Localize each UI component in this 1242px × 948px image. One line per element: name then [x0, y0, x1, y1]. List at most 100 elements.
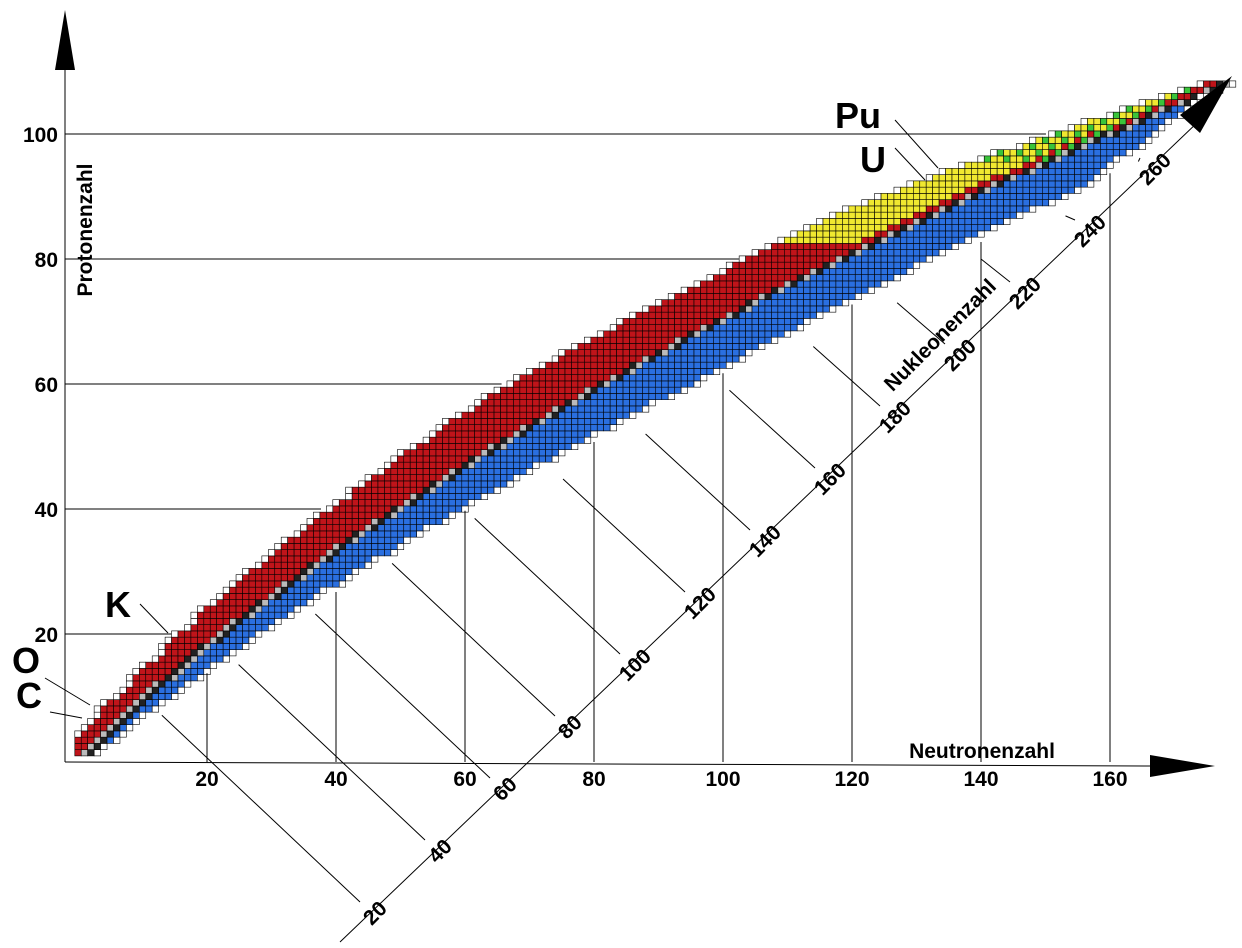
nuclide-cell [119, 718, 127, 725]
nuclide-cell [680, 311, 688, 319]
nuclide-cell [145, 705, 153, 713]
nuclide-cell [461, 474, 469, 482]
nuclide-cell [1016, 180, 1024, 188]
nuclide-cell [551, 455, 559, 463]
nuclide-cell [1054, 136, 1062, 144]
nuclide-cell [1022, 155, 1030, 163]
nuclide-cell [1042, 199, 1050, 207]
nuclide-cell [584, 405, 592, 413]
nuclide-cell [519, 380, 527, 388]
nuclide-cell [564, 424, 572, 432]
nuclide-cell [442, 499, 450, 507]
leader-line [894, 147, 926, 181]
nuclide-cell [403, 511, 411, 519]
nuclide-cell [971, 211, 979, 219]
nuclide-cell [145, 686, 153, 694]
nuclide-cell [435, 505, 443, 513]
nuclide-cell [448, 424, 456, 432]
grid-line [896, 302, 946, 345]
nuclide-cell [538, 418, 546, 425]
nuclide-cell [758, 311, 766, 319]
nuclide-cell [435, 511, 443, 519]
nuclide-cell [1067, 186, 1075, 194]
nuclide-cell [506, 405, 514, 413]
nuclide-cell [1112, 118, 1120, 125]
nuclide-cell [338, 524, 346, 532]
nuclide-cell [474, 430, 482, 438]
nuclide-cell [287, 599, 295, 607]
nuclide-cell [545, 393, 553, 400]
nuclide-cell [667, 349, 675, 357]
nuclide-cell [532, 405, 540, 413]
nuclide-cell [971, 161, 979, 169]
nuclide-cell [764, 243, 772, 250]
nuclide-cell [848, 230, 856, 238]
nuclide-cell [87, 730, 95, 738]
nuclide-cell [384, 468, 392, 475]
nuclide-cell [906, 255, 914, 263]
nuclide-cell [880, 211, 888, 219]
nuclide-cell [203, 661, 211, 669]
nuclide-cell [654, 355, 663, 363]
nuclide-cell [713, 286, 721, 294]
nuclide-cell [635, 386, 643, 394]
nuclide-cell [912, 243, 921, 250]
nuclide-cell [74, 743, 82, 750]
nuclide-cell [1093, 136, 1101, 144]
nuclide-cell [596, 336, 604, 344]
nuclide-cell [467, 411, 475, 419]
nuclide-cell [113, 693, 121, 700]
nuclide-cell [725, 361, 733, 369]
nuclide-cell [829, 274, 837, 282]
nuclide-cell [932, 218, 940, 225]
nuclide-cell [938, 205, 946, 213]
nuclide-cell [519, 386, 527, 394]
nuclide-cell [732, 299, 740, 307]
nuclide-cell [912, 249, 921, 257]
nuclide-cell [745, 268, 753, 275]
nuclide-cell [403, 449, 411, 457]
nuclide-cell [448, 505, 456, 513]
nuclide-cell [1003, 218, 1011, 225]
nuclide-cell [306, 593, 314, 600]
nuclide-cell [474, 493, 482, 500]
nuclide-cell [706, 343, 714, 350]
y-tick-label: 80 [35, 249, 58, 272]
nuclide-cell [1177, 86, 1185, 94]
nuclide-cell [203, 618, 211, 625]
nuclide-cell [571, 405, 579, 413]
nuclide-cell [861, 236, 869, 244]
nuclide-cell [796, 274, 804, 282]
x-tick-label: 80 [582, 768, 605, 791]
nuclide-cell [132, 680, 140, 688]
nuclide-cell [1100, 118, 1108, 125]
nuclide-cell [384, 499, 392, 507]
nuclide-cell [777, 305, 785, 313]
nuclide-cell [893, 230, 901, 238]
nuclide-cell [745, 318, 753, 325]
nuclide-cell [358, 486, 366, 494]
nuclide-cell [867, 268, 875, 275]
nuclide-cell [126, 674, 134, 682]
nuclide-cell [409, 486, 417, 494]
nuclide-cell [932, 199, 940, 207]
nuclide-cell [1177, 93, 1185, 100]
nuclide-cell [313, 555, 321, 563]
nuclide-cell [513, 455, 521, 463]
nuclide-cell [900, 205, 908, 213]
nuclide-cell [687, 355, 695, 363]
nuclide-cell [674, 330, 682, 338]
nuclide-cell [609, 393, 617, 400]
nuclide-cell [551, 405, 559, 413]
nuclide-cell [171, 636, 179, 644]
nuclide-cell [1074, 186, 1082, 194]
nuclide-cell [783, 286, 792, 294]
nuclide-cell [738, 299, 746, 307]
nuclide-cell [429, 499, 437, 507]
nuclide-cell [235, 636, 243, 644]
nuclide-cell [1035, 149, 1043, 157]
nuclide-cell [945, 205, 953, 213]
nuclide-cell [680, 318, 688, 325]
nuclide-cell [480, 405, 488, 413]
nuclide-cell [338, 568, 346, 575]
